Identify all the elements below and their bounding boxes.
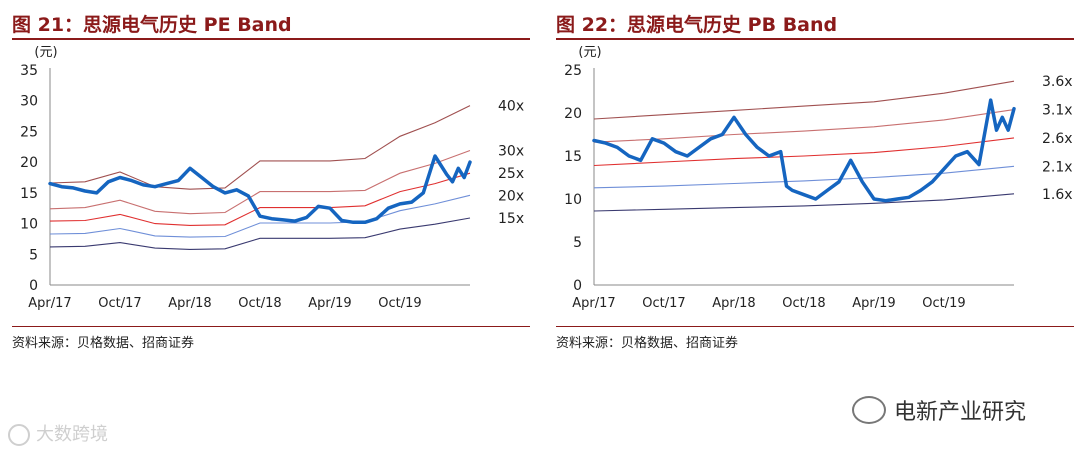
brand-logo-icon <box>8 424 30 446</box>
x-tick-label: Apr/19 <box>308 296 351 311</box>
band-label: 1.6x <box>1042 187 1073 203</box>
band-line-20x <box>49 194 471 238</box>
y-tick-label: 25 <box>20 124 38 140</box>
source-note: 资料来源：贝格数据、招商证券 <box>12 336 195 351</box>
pe-band-chart: (元) 0 5 10 15 20 25 30 35 Apr/17 Oct/17 Apr/18 Oct/1… <box>20 45 524 311</box>
band-line-30x <box>49 149 471 215</box>
y-tick-label: 10 <box>564 192 582 208</box>
band-label: 2.1x <box>1042 159 1073 175</box>
x-tick-label: Apr/18 <box>168 296 211 311</box>
y-tick-label: 20 <box>20 155 38 171</box>
x-tick-label: Oct/19 <box>922 296 965 311</box>
y-tick-label: 30 <box>20 94 38 110</box>
watermark-left: 大数跨境 <box>8 420 108 446</box>
band-line-3.6x <box>593 80 1015 120</box>
band-line-1.6x <box>593 193 1015 212</box>
band-label: 3.1x <box>1042 103 1073 119</box>
footer-rule <box>556 326 1074 327</box>
y-tick-label: 5 <box>29 247 38 263</box>
price-line <box>592 98 1016 203</box>
footer-rule <box>12 326 530 327</box>
x-tick-label: Oct/18 <box>238 296 281 311</box>
band-line-25x <box>49 172 471 226</box>
band-line-15x <box>49 217 471 250</box>
pb-band-panel: 图 22：思源电气历史 PB Band (元) 0 5 10 15 20 25 Apr/17 O… <box>556 0 1076 360</box>
band-label: 2.6x <box>1042 131 1073 147</box>
band-line-40x <box>49 105 471 190</box>
price-line <box>48 154 472 225</box>
y-tick-label: 10 <box>20 217 38 233</box>
x-tick-label: Apr/19 <box>852 296 895 311</box>
y-tick-label: 0 <box>573 278 582 294</box>
band-label: 3.6x <box>1042 74 1073 90</box>
band-label: 15x <box>498 211 524 227</box>
pe-band-panel: 图 21：思源电气历史 PE Band (元) 0 5 10 15 20 25 30 35 Apr… <box>12 0 532 360</box>
y-tick-label: 35 <box>20 63 38 79</box>
y-tick-label: 15 <box>20 186 38 202</box>
x-tick-label: Apr/18 <box>712 296 755 311</box>
y-tick-label: 5 <box>573 235 582 251</box>
x-tick-label: Apr/17 <box>28 296 71 311</box>
pb-band-chart: (元) 0 5 10 15 20 25 Apr/17 Oct/17 Apr/18 Oct/18 Apr… <box>564 45 1073 311</box>
band-label: 25x <box>498 166 524 182</box>
x-tick-label: Oct/17 <box>98 296 141 311</box>
band-label: 30x <box>498 143 524 159</box>
band-label: 20x <box>498 188 524 204</box>
title-rule <box>12 38 530 40</box>
source-note: 资料来源：贝格数据、招商证券 <box>556 336 739 351</box>
wechat-icon <box>852 396 886 424</box>
x-tick-label: Oct/18 <box>782 296 825 311</box>
title-rule <box>556 38 1074 40</box>
band-label: 40x <box>498 99 524 115</box>
x-tick-label: Oct/19 <box>378 296 421 311</box>
y-tick-label: 20 <box>564 106 582 122</box>
watermark-right: 电新产业研究 <box>852 394 1026 426</box>
chart-title: 图 22：思源电气历史 PB Band <box>556 14 838 36</box>
band-line-2.1x <box>593 165 1015 189</box>
y-unit-label: (元) <box>34 45 57 60</box>
watermark-left-text: 大数跨境 <box>36 424 108 445</box>
x-tick-label: Oct/17 <box>642 296 685 311</box>
band-line-2.6x <box>593 137 1015 167</box>
chart-title: 图 21：思源电气历史 PE Band <box>12 14 292 36</box>
y-unit-label: (元) <box>578 45 601 60</box>
x-tick-label: Apr/17 <box>572 296 615 311</box>
y-tick-label: 15 <box>564 149 582 165</box>
y-tick-label: 25 <box>564 63 582 79</box>
band-line-3.1x <box>593 109 1015 143</box>
y-tick-label: 0 <box>29 278 38 294</box>
watermark-right-text: 电新产业研究 <box>894 400 1027 425</box>
